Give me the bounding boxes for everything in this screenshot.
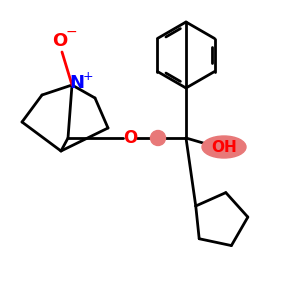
Text: −: − [65, 25, 77, 39]
Text: O: O [52, 32, 68, 50]
Circle shape [151, 130, 166, 146]
Ellipse shape [202, 136, 246, 158]
Text: +: + [83, 70, 93, 83]
Text: O: O [123, 129, 137, 147]
Text: N: N [70, 74, 85, 92]
Text: OH: OH [211, 140, 237, 154]
